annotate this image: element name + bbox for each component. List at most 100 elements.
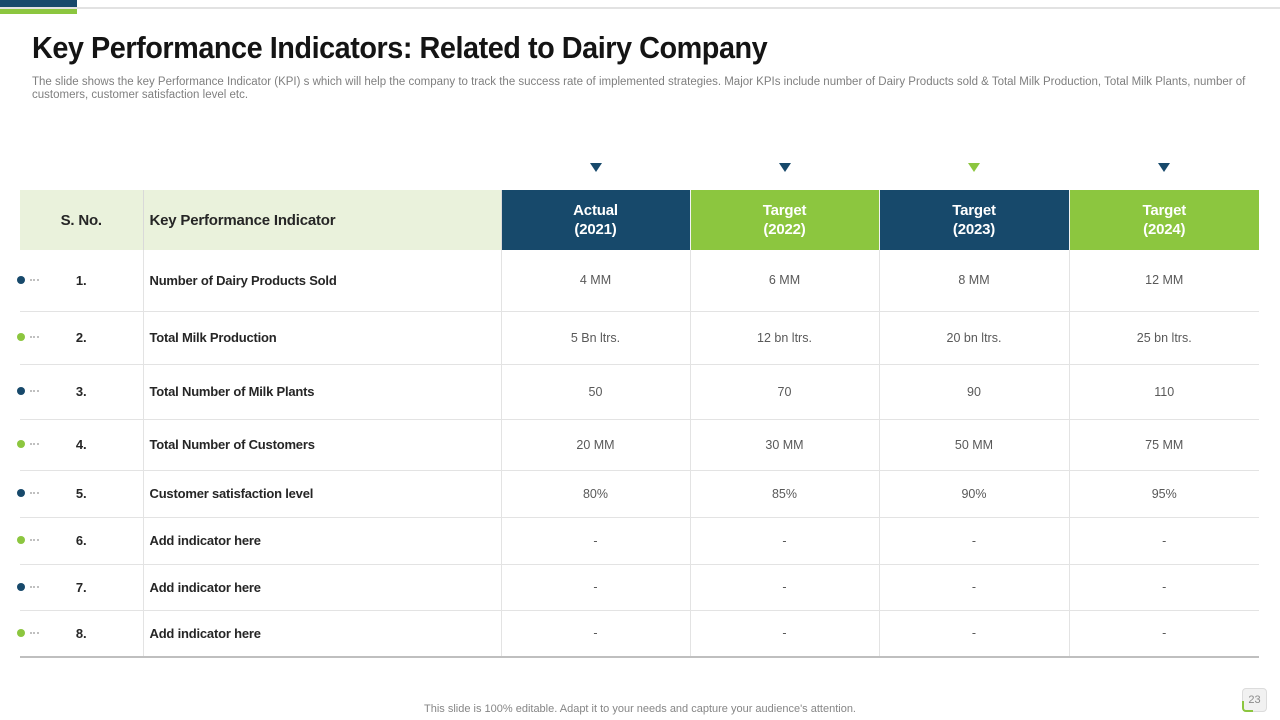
slide-subtitle: The slide shows the key Performance Indi… <box>32 76 1246 101</box>
bullet-dot-icon <box>17 536 25 544</box>
slide-title: Key Performance Indicators: Related to D… <box>32 30 768 65</box>
column-header-target-2024: Target (2024) <box>1069 190 1259 250</box>
table-row: 1. Number of Dairy Products Sold 4 MM 6 … <box>20 250 1259 312</box>
column-header-actual-2021: Actual (2021) <box>501 190 691 250</box>
value-2021: 20 MM <box>501 419 691 471</box>
header-line2: (2022) <box>763 221 806 238</box>
bullet-dash-icon <box>30 443 39 445</box>
value-2024: 12 MM <box>1069 250 1259 312</box>
table-row: 4. Total Number of Customers 20 MM 30 MM… <box>20 419 1259 471</box>
header-line2: (2021) <box>574 221 617 238</box>
column-header-target-2023: Target (2023) <box>879 190 1070 250</box>
value-2024: - <box>1069 610 1259 658</box>
value-2023: 50 MM <box>879 419 1070 471</box>
header-line1: Target <box>762 202 807 219</box>
bullet-dot-icon <box>17 333 25 341</box>
bullet-dot-icon <box>17 440 25 448</box>
kpi-label: Total Milk Production <box>143 311 502 365</box>
kpi-table: S. No. Key Performance Indicator Actual … <box>20 190 1259 658</box>
table-row: 5. Customer satisfaction level 80% 85% 9… <box>20 470 1259 518</box>
kpi-label: Total Number of Customers <box>143 419 502 471</box>
value-2022: - <box>690 564 880 611</box>
table-row: 6. Add indicator here - - - - <box>20 517 1259 565</box>
value-2022: 85% <box>690 470 880 518</box>
value-2022: - <box>690 610 880 658</box>
row-number: 8. <box>20 610 144 658</box>
row-bullet <box>17 333 39 341</box>
kpi-label: Add indicator here <box>143 564 502 611</box>
value-2022: - <box>690 517 880 565</box>
value-2023: 8 MM <box>879 250 1070 312</box>
value-2024: 110 <box>1069 364 1259 420</box>
value-2021: - <box>501 517 691 565</box>
row-number: 7. <box>20 564 144 611</box>
value-2021: 5 Bn ltrs. <box>501 311 691 365</box>
row-bullet <box>17 536 39 544</box>
footer-note: This slide is 100% editable. Adapt it to… <box>424 703 856 715</box>
row-number: 1. <box>20 250 144 312</box>
bullet-dash-icon <box>30 632 39 634</box>
value-2022: 30 MM <box>690 419 880 471</box>
value-2024: - <box>1069 517 1259 565</box>
value-2021: 80% <box>501 470 691 518</box>
down-triangle-icon <box>968 163 980 172</box>
value-2022: 70 <box>690 364 880 420</box>
table-row: 3. Total Number of Milk Plants 50 70 90 … <box>20 364 1259 420</box>
value-2021: 4 MM <box>501 250 691 312</box>
value-2024: - <box>1069 564 1259 611</box>
bullet-dot-icon <box>17 387 25 395</box>
value-2024: 95% <box>1069 470 1259 518</box>
row-bullet <box>17 489 39 497</box>
bullet-dash-icon <box>30 586 39 588</box>
row-bullet <box>17 387 39 395</box>
table-row: 2. Total Milk Production 5 Bn ltrs. 12 b… <box>20 311 1259 365</box>
row-bullet <box>17 583 39 591</box>
row-bullet <box>17 276 39 284</box>
bullet-dash-icon <box>30 492 39 494</box>
table-row: 8. Add indicator here - - - - <box>20 610 1259 658</box>
top-accent-green-bar <box>0 9 77 14</box>
value-2023: 90% <box>879 470 1070 518</box>
header-line1: Target <box>1142 202 1187 219</box>
row-number: 6. <box>20 517 144 565</box>
row-bullet <box>17 629 39 637</box>
header-line2: (2023) <box>952 221 996 238</box>
header-line1: Actual <box>573 202 618 219</box>
row-number: 5. <box>20 470 144 518</box>
down-triangle-icon <box>1158 163 1170 172</box>
row-bullet <box>17 440 39 448</box>
value-2022: 6 MM <box>690 250 880 312</box>
bullet-dash-icon <box>30 279 39 281</box>
header-line1: Target <box>952 202 996 219</box>
page-number-badge: 23 <box>1242 688 1267 712</box>
kpi-label: Add indicator here <box>143 517 502 565</box>
kpi-label: Number of Dairy Products Sold <box>143 250 502 312</box>
kpi-label: Total Number of Milk Plants <box>143 364 502 420</box>
value-2021: - <box>501 564 691 611</box>
value-2022: 12 bn ltrs. <box>690 311 880 365</box>
kpi-label: Add indicator here <box>143 610 502 658</box>
top-accent-navy-bar <box>0 0 77 7</box>
bullet-dash-icon <box>30 390 39 392</box>
row-number: 3. <box>20 364 144 420</box>
bullet-dash-icon <box>30 336 39 338</box>
row-number: 4. <box>20 419 144 471</box>
header-line2: (2024) <box>1143 221 1186 238</box>
header-row: S. No. Key Performance Indicator Actual … <box>20 190 1259 250</box>
column-header-sno: S. No. <box>20 190 144 250</box>
value-2023: - <box>879 610 1070 658</box>
bullet-dot-icon <box>17 583 25 591</box>
value-2021: 50 <box>501 364 691 420</box>
value-2023: - <box>879 564 1070 611</box>
value-2023: 20 bn ltrs. <box>879 311 1070 365</box>
column-header-kpi: Key Performance Indicator <box>143 190 502 250</box>
top-divider-line <box>0 7 1280 9</box>
kpi-label: Customer satisfaction level <box>143 470 502 518</box>
down-triangle-icon <box>590 163 602 172</box>
column-header-target-2022: Target (2022) <box>690 190 880 250</box>
bullet-dot-icon <box>17 276 25 284</box>
value-2023: 90 <box>879 364 1070 420</box>
row-number: 2. <box>20 311 144 365</box>
bullet-dot-icon <box>17 629 25 637</box>
